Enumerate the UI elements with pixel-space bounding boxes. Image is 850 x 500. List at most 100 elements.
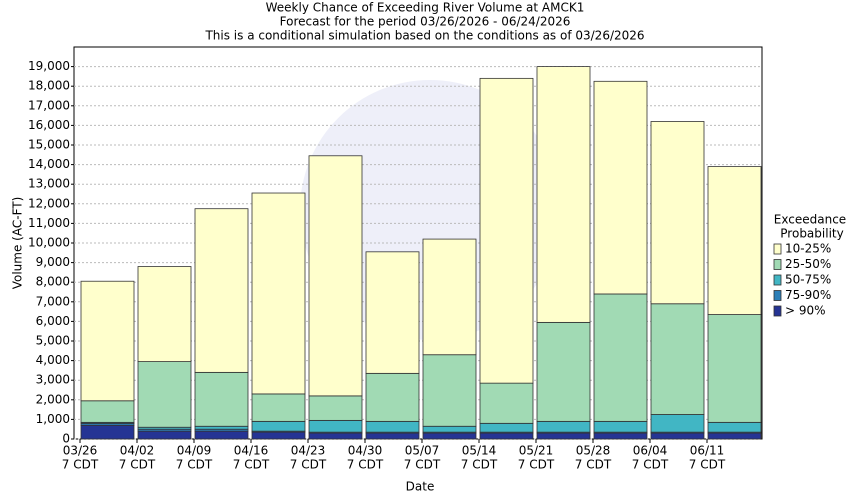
y-tick-label: 16,000 [28,118,70,132]
bar-segment [422,432,477,440]
bar-segment [422,425,477,433]
x-tick-label: 7 CDT [461,458,498,472]
y-tick-label: 6,000 [36,314,70,328]
y-tick-label: 8,000 [36,275,70,289]
x-tick-label: 04/16 [234,444,269,458]
bar-segment [707,314,762,423]
bar-segment [80,280,135,402]
y-tick-label: 12,000 [28,196,70,210]
bar-segment [536,66,591,323]
bar-segment [251,420,306,432]
x-tick-label: 7 CDT [404,458,441,472]
legend-swatch [773,290,782,301]
legend-swatch [773,243,782,255]
chart-subtitle: Forecast for the period 03/26/2026 - 06/… [280,15,571,29]
bar-segment [479,432,534,440]
x-tick-label: 05/28 [576,444,611,458]
legend-title: Probability [780,227,843,241]
x-tick-label: 7 CDT [62,458,99,472]
bar-segment [593,293,648,422]
x-tick-label: 7 CDT [689,458,726,472]
x-tick-label: 04/09 [177,444,212,458]
bar-segment [707,432,762,440]
x-tick-label: 7 CDT [575,458,612,472]
bar-segment [194,425,249,430]
x-tick-label: 05/07 [405,444,440,458]
y-tick-label: 15,000 [28,138,70,152]
y-tick-label: 4,000 [36,353,70,367]
legend-label: 75-90% [785,288,831,302]
bar-segment [422,238,477,356]
chart-subtitle: This is a conditional simulation based o… [204,29,644,43]
bar-segment [650,121,705,305]
legend-swatch [773,274,782,286]
bar-segment [479,382,534,424]
bar-segment [707,421,762,433]
x-tick-label: 04/02 [120,444,155,458]
bar-segment [593,420,648,433]
bar-segment [650,432,705,440]
bar-segment [137,430,192,440]
chart-title: Weekly Chance of Exceeding River Volume … [266,1,585,15]
x-tick-label: 7 CDT [119,458,156,472]
x-tick-label: 7 CDT [290,458,327,472]
x-tick-label: 7 CDT [347,458,384,472]
x-tick-label: 7 CDT [518,458,555,472]
y-tick-label: 10,000 [28,236,70,250]
bar-segment [650,414,705,433]
bar-segment [80,400,135,423]
bar-segment [365,432,420,440]
x-tick-label: 7 CDT [632,458,669,472]
y-tick-label: 3,000 [36,373,70,387]
x-tick-label: 05/21 [519,444,554,458]
bar-segment [479,77,534,384]
y-tick-label: 2,000 [36,392,70,406]
bar-segment [308,395,363,421]
legend-label: 25-50% [785,257,831,271]
bar-segment [422,354,477,427]
legend-label: 10-25% [785,242,831,256]
legend-swatch [773,259,782,270]
bar-segment [251,393,306,422]
bar-segment [308,155,363,397]
x-tick-label: 7 CDT [176,458,213,472]
y-tick-label: 5,000 [36,334,70,348]
bar-segment [536,420,591,433]
bar-segment [194,208,249,373]
y-tick-label: 1,000 [36,412,70,426]
y-tick-label: 18,000 [28,79,70,93]
x-tick-label: 04/30 [348,444,383,458]
x-tick-label: 04/23 [291,444,326,458]
legend-title: Exceedance [774,213,846,227]
bar-segment [593,432,648,440]
x-tick-label: 06/11 [690,444,725,458]
bar-segment [137,361,192,428]
x-tick-label: 06/04 [633,444,668,458]
bar-segment [650,303,705,415]
bar-segment [308,419,363,433]
y-axis-label: Volume (AC-FT) [11,197,25,290]
y-tick-label: 9,000 [36,255,70,269]
y-tick-label: 17,000 [28,98,70,112]
x-tick-label: 03/26 [63,444,98,458]
bar-segment [365,372,420,422]
bar-segment [593,80,648,295]
bar-segment [365,251,420,374]
bar-segment [479,422,534,433]
x-tick-label: 7 CDT [233,458,270,472]
bar-segment [80,424,135,440]
y-tick-label: 13,000 [28,177,70,191]
legend-label: > 90% [785,304,826,318]
x-tick-label: 05/14 [462,444,497,458]
bar-segment [251,431,306,440]
bar-segment [251,192,306,395]
bar-segment [536,321,591,422]
y-tick-label: 14,000 [28,157,70,171]
legend-label: 50-75% [785,273,831,287]
legend-swatch [773,305,782,317]
bar-segment [194,371,249,427]
bar-segment [194,430,249,440]
y-tick-label: 19,000 [28,59,70,73]
bar-segment [365,420,420,433]
